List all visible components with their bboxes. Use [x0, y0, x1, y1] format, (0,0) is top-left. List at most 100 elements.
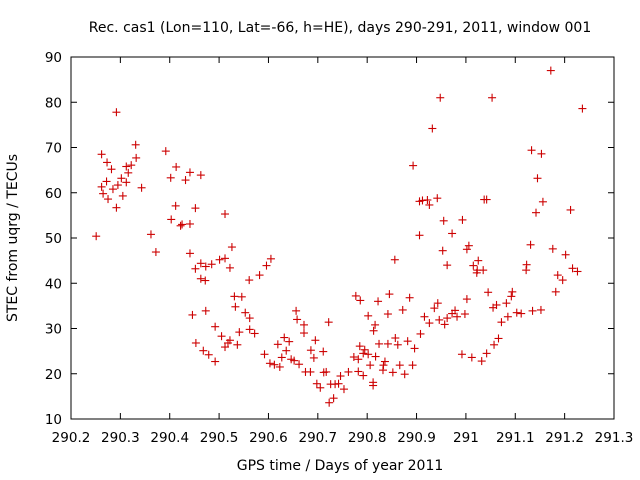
y-tick-label: 90 — [45, 50, 62, 66]
y-tick-label: 30 — [45, 322, 62, 338]
data-point — [379, 361, 388, 370]
data-point — [277, 353, 286, 362]
data-point — [423, 195, 432, 204]
data-point — [166, 173, 175, 182]
data-point — [312, 379, 321, 388]
data-point — [201, 276, 210, 285]
data-point — [201, 262, 210, 271]
data-point — [488, 93, 497, 102]
data-point — [132, 153, 141, 162]
data-point — [161, 147, 170, 156]
data-point — [275, 362, 284, 371]
data-point — [415, 231, 424, 240]
data-point — [416, 329, 425, 338]
y-tick-label: 70 — [45, 141, 62, 157]
data-point — [464, 241, 473, 250]
data-point — [309, 353, 318, 362]
data-point — [329, 394, 338, 403]
y-tick-label: 10 — [45, 412, 62, 428]
data-point — [282, 346, 291, 355]
data-point — [398, 305, 407, 314]
data-point — [122, 178, 131, 187]
data-point — [292, 306, 301, 315]
x-axis-label: GPS time / Days of year 2011 — [237, 458, 444, 474]
data-point — [103, 158, 112, 167]
data-point — [568, 264, 577, 273]
data-point — [204, 350, 213, 359]
data-point — [207, 260, 216, 269]
data-point — [241, 308, 250, 317]
data-point — [502, 299, 511, 308]
data-point — [351, 291, 360, 300]
data-point — [324, 318, 333, 327]
data-point — [380, 357, 389, 366]
data-point — [233, 340, 242, 349]
data-point — [451, 306, 460, 315]
data-point — [176, 221, 185, 230]
data-point — [322, 367, 331, 376]
data-point — [354, 355, 363, 364]
data-point — [546, 66, 555, 75]
data-point — [171, 201, 180, 210]
data-point — [420, 312, 429, 321]
data-point — [255, 271, 264, 280]
x-tick-label: 290.4 — [150, 430, 189, 446]
data-point — [364, 311, 373, 320]
x-tick-label: 290.7 — [298, 430, 337, 446]
data-point — [375, 339, 384, 348]
data-point — [408, 361, 417, 370]
data-point — [280, 333, 289, 342]
data-point — [107, 165, 116, 174]
data-point — [102, 177, 111, 186]
data-point — [458, 215, 467, 224]
data-point — [436, 93, 445, 102]
data-point — [112, 203, 121, 212]
data-point — [578, 104, 587, 113]
data-point — [237, 292, 246, 301]
data-point — [285, 337, 294, 346]
data-point — [512, 308, 521, 317]
data-point — [533, 174, 542, 183]
data-point — [185, 168, 194, 177]
data-point — [448, 229, 457, 238]
data-point — [124, 168, 133, 177]
data-point — [425, 200, 434, 209]
x-tick-label: 290.9 — [397, 430, 436, 446]
data-point — [433, 299, 442, 308]
data-point — [117, 174, 126, 183]
data-point — [319, 347, 328, 356]
data-point — [356, 296, 365, 305]
data-point — [262, 261, 271, 270]
data-point — [433, 194, 442, 203]
data-point — [497, 318, 506, 327]
data-point — [443, 261, 452, 270]
data-point — [127, 161, 136, 170]
data-point — [443, 314, 452, 323]
data-point — [306, 367, 315, 376]
data-point — [293, 315, 302, 324]
data-point — [325, 398, 334, 407]
data-point — [457, 350, 466, 359]
x-tick-label: 291.1 — [496, 430, 535, 446]
data-point — [425, 319, 434, 328]
data-point — [383, 310, 392, 319]
data-point — [355, 342, 364, 351]
data-point — [561, 250, 570, 259]
data-point — [172, 162, 181, 171]
data-point — [527, 146, 536, 155]
x-tick-label: 291.2 — [545, 430, 584, 446]
data-point — [388, 368, 397, 377]
data-point — [492, 300, 501, 309]
data-point — [435, 315, 444, 324]
data-point — [385, 290, 394, 299]
data-point — [403, 337, 412, 346]
y-tick-label: 50 — [45, 231, 62, 247]
y-tick-label: 60 — [45, 186, 62, 202]
data-point — [548, 244, 557, 253]
data-point — [566, 205, 575, 214]
plot-frame — [70, 56, 615, 420]
data-point — [185, 249, 194, 258]
data-point — [494, 334, 503, 343]
data-point — [299, 320, 308, 329]
data-point — [405, 293, 414, 302]
